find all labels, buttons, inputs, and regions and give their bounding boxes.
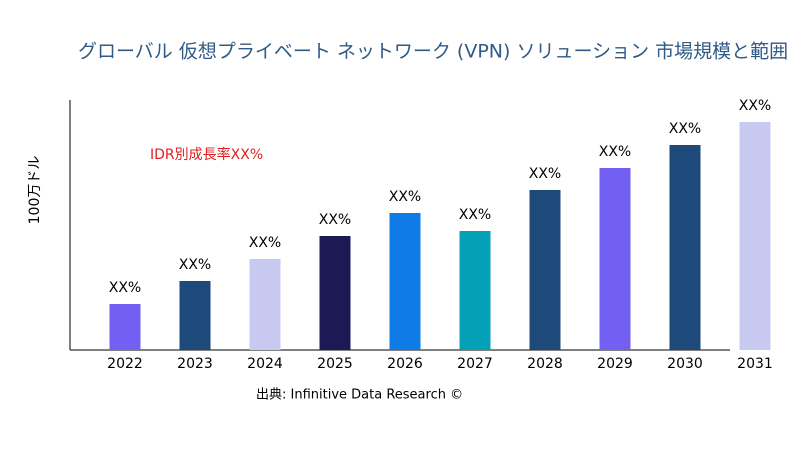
value-label: XX% — [529, 166, 561, 182]
x-tick-label: 2031 — [737, 356, 773, 372]
x-tick-label: 2030 — [667, 356, 703, 372]
bar — [459, 231, 491, 350]
bar — [389, 213, 421, 350]
x-tick-label: 2022 — [107, 356, 143, 372]
value-label: XX% — [739, 98, 771, 114]
bar — [739, 122, 771, 350]
value-label: XX% — [459, 207, 491, 223]
y-axis-label: 100万ドル — [27, 156, 43, 225]
value-label: XX% — [669, 121, 701, 137]
value-label: XX% — [109, 280, 141, 296]
value-label: XX% — [249, 235, 281, 251]
bar — [179, 281, 211, 350]
bar — [529, 190, 561, 350]
x-tick-label: 2028 — [527, 356, 563, 372]
bar — [249, 259, 281, 350]
x-tick-label: 2024 — [247, 356, 283, 372]
value-label: XX% — [389, 189, 421, 205]
x-tick-label: 2023 — [177, 356, 213, 372]
bar — [319, 236, 351, 350]
source: 出典: Infinitive Data Research © — [256, 388, 463, 403]
value-label: XX% — [319, 212, 351, 228]
x-tick-label: 2026 — [387, 356, 423, 372]
x-tick-label: 2027 — [457, 356, 493, 372]
bar — [669, 145, 701, 350]
chart-title: グローバル 仮想プライベート ネットワーク (VPN) ソリューション 市場規模… — [78, 41, 788, 63]
value-label: XX% — [179, 257, 211, 273]
x-tick-label: 2029 — [597, 356, 633, 372]
bar — [109, 304, 141, 350]
annotation: IDR別成長率XX% — [150, 146, 263, 163]
bar — [599, 168, 631, 350]
value-label: XX% — [599, 144, 631, 160]
x-tick-label: 2025 — [317, 356, 353, 372]
